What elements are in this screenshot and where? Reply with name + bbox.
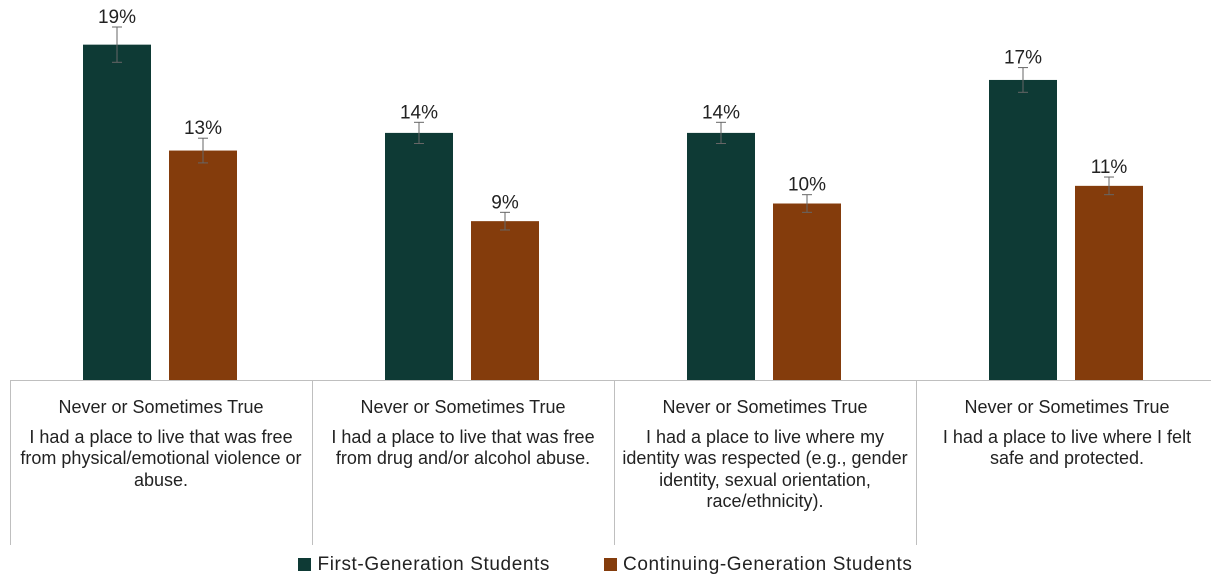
category-heading: Never or Sometimes True bbox=[58, 397, 264, 417]
category-label-4: Never or Sometimes True I had a place to … bbox=[924, 397, 1210, 470]
data-label: 14% bbox=[400, 102, 438, 123]
bar-continuing-gen-2 bbox=[471, 221, 539, 380]
legend-swatch-continuing-generation bbox=[604, 558, 618, 571]
data-label: 9% bbox=[491, 192, 519, 213]
legend-label-first-generation: First-Generation Students bbox=[317, 553, 551, 575]
error-bar bbox=[198, 137, 208, 164]
category-label-3: Never or Sometimes True I had a place to … bbox=[622, 397, 908, 513]
bar-first-gen-3 bbox=[687, 132, 755, 380]
category-statement: I had a place to live where my identity … bbox=[622, 426, 908, 512]
category-heading: Never or Sometimes True bbox=[662, 397, 868, 417]
error-bar bbox=[414, 121, 424, 144]
bar-continuing-gen-4 bbox=[1075, 185, 1143, 380]
legend: First-Generation Students Continuing-Gen… bbox=[0, 552, 1211, 577]
data-label: 14% bbox=[702, 102, 740, 123]
legend-swatch-first-generation bbox=[298, 558, 312, 571]
category-label-1: Never or Sometimes True I had a place to … bbox=[18, 397, 304, 491]
category-label-2: Never or Sometimes True I had a place to … bbox=[320, 397, 606, 470]
error-bar bbox=[716, 121, 726, 144]
bar-first-gen-1 bbox=[83, 44, 151, 381]
axis-layer bbox=[10, 380, 1211, 545]
bars-layer: 19% 13% 14% 9% 14% 10% 17% 11% bbox=[83, 7, 1143, 381]
data-label: 10% bbox=[788, 175, 826, 196]
bar-chart: 19% 13% 14% 9% 14% 10% 17% 11% bbox=[10, 7, 1211, 545]
category-heading: Never or Sometimes True bbox=[360, 397, 566, 417]
data-label: 19% bbox=[98, 7, 136, 28]
legend-item-first-generation: First-Generation Students bbox=[298, 554, 550, 576]
data-label: 11% bbox=[1091, 157, 1128, 178]
data-label: 17% bbox=[1004, 48, 1042, 69]
bar-continuing-gen-1 bbox=[169, 150, 237, 380]
legend-item-continuing-generation: Continuing-Generation Students bbox=[604, 554, 912, 576]
category-statement: I had a place to live where I felt safe … bbox=[942, 426, 1192, 469]
error-bar bbox=[1018, 67, 1028, 93]
bar-first-gen-2 bbox=[385, 132, 453, 380]
error-bar bbox=[500, 211, 510, 231]
category-heading: Never or Sometimes True bbox=[964, 397, 1170, 417]
error-bar bbox=[112, 26, 122, 63]
category-statement: I had a place to live that was free from… bbox=[331, 426, 595, 469]
data-label: 13% bbox=[184, 118, 222, 139]
error-bar bbox=[1104, 176, 1114, 196]
category-statement: I had a place to live that was free from… bbox=[20, 426, 302, 490]
bar-continuing-gen-3 bbox=[773, 203, 841, 380]
error-bar bbox=[802, 194, 812, 213]
bar-first-gen-4 bbox=[989, 79, 1057, 380]
legend-label-continuing-generation: Continuing-Generation Students bbox=[623, 553, 913, 575]
